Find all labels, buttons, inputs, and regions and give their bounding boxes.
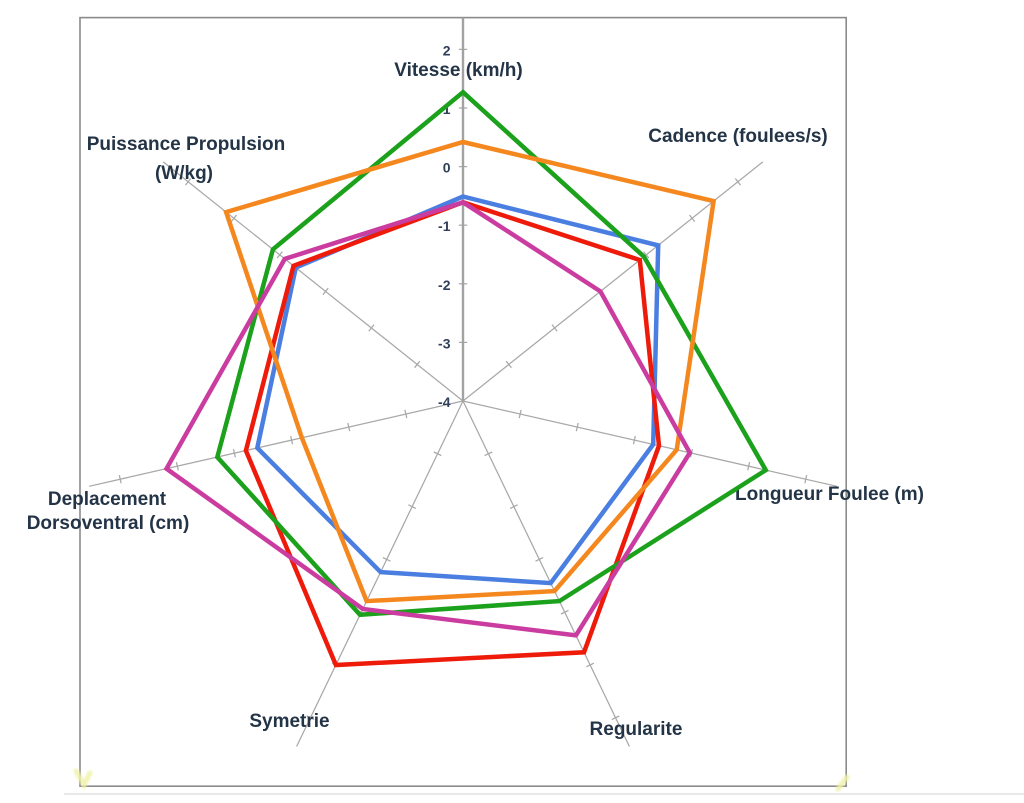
svg-text:2: 2	[443, 42, 451, 58]
svg-text:Deplacement: Deplacement	[48, 489, 167, 510]
svg-text:(W/kg): (W/kg)	[155, 163, 213, 184]
svg-text:Symetrie: Symetrie	[249, 711, 329, 732]
svg-text:1: 1	[443, 101, 451, 117]
svg-text:Puissance Propulsion: Puissance Propulsion	[87, 134, 286, 155]
svg-text:Vitesse (km/h): Vitesse (km/h)	[394, 60, 522, 81]
svg-text:Longueur Foulee (m): Longueur Foulee (m)	[735, 484, 924, 505]
svg-text:-1: -1	[438, 218, 451, 234]
svg-text:Dorsoventral (cm): Dorsoventral (cm)	[27, 513, 190, 534]
svg-text:-3: -3	[438, 335, 451, 351]
svg-text:-4: -4	[438, 394, 451, 410]
svg-text:-2: -2	[438, 277, 451, 293]
svg-text:0: 0	[443, 160, 451, 176]
svg-text:Cadence (foulees/s): Cadence (foulees/s)	[648, 126, 828, 147]
svg-text:Regularite: Regularite	[590, 719, 683, 740]
